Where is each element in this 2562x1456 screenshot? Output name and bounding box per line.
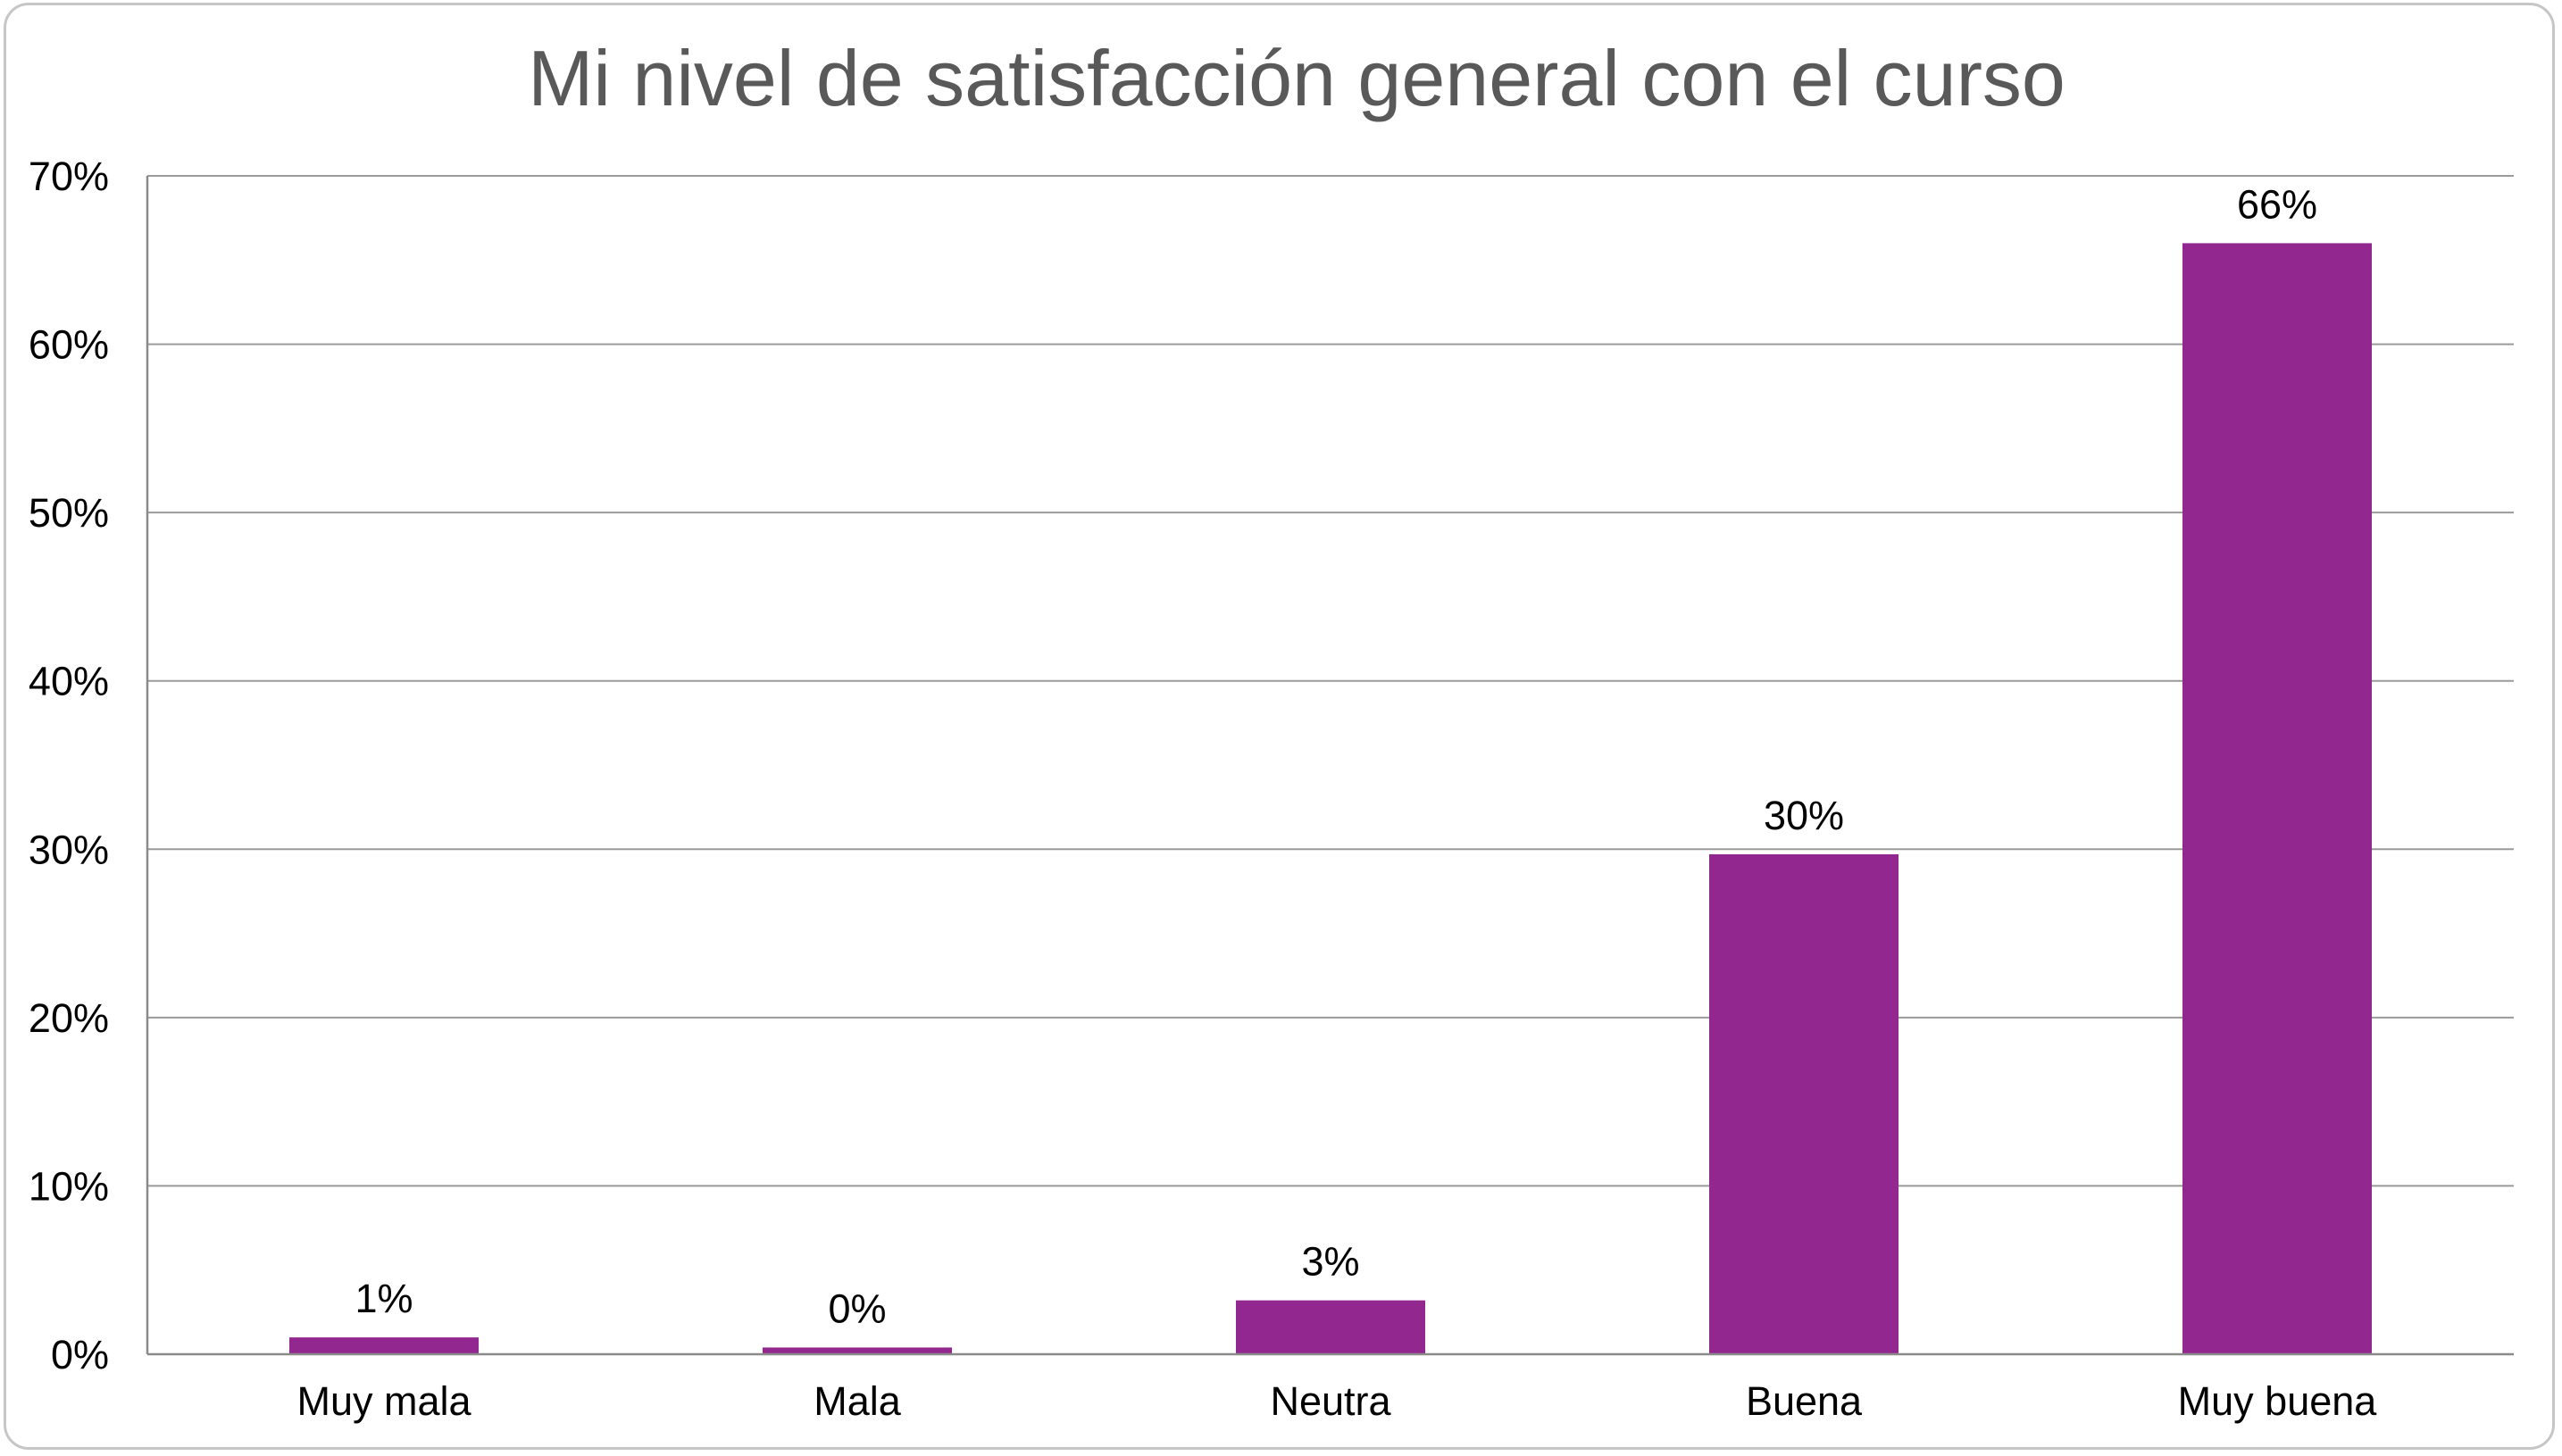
data-label: 1% <box>355 1276 413 1321</box>
chart-frame <box>4 3 2555 1450</box>
y-axis-ticks: 0% 10% 20% 30% 40% 50% 60% 70% <box>29 154 109 1377</box>
bar <box>1709 853 1899 1354</box>
y-tick-label: 0% <box>51 1332 109 1377</box>
y-tick-label: 10% <box>29 1163 109 1209</box>
y-tick-label: 20% <box>29 995 109 1041</box>
bars <box>289 243 2372 1354</box>
axes <box>146 176 2514 1356</box>
y-tick-label: 70% <box>29 154 109 199</box>
bar <box>763 1347 952 1354</box>
bar <box>289 1337 479 1354</box>
y-tick-label: 30% <box>29 827 109 872</box>
data-label: 30% <box>1764 793 1844 838</box>
data-labels: 1% 0% 3% 30% 66% <box>355 181 2317 1331</box>
y-tick-label: 40% <box>29 659 109 704</box>
bar <box>2182 243 2372 1354</box>
x-axis-ticks: Muy mala Mala Neutra Buena Muy buena <box>296 1378 2377 1424</box>
gridlines <box>147 175 2514 1187</box>
x-tick-label: Neutra <box>1270 1378 1391 1424</box>
x-tick-label: Muy mala <box>296 1378 472 1424</box>
bar <box>1236 1300 1425 1354</box>
y-tick-label: 50% <box>29 490 109 536</box>
x-tick-label: Mala <box>814 1378 902 1424</box>
data-label: 66% <box>2237 181 2317 227</box>
y-tick-label: 60% <box>29 322 109 368</box>
data-label: 0% <box>828 1285 886 1331</box>
x-tick-label: Buena <box>1746 1378 1863 1424</box>
x-tick-label: Muy buena <box>2178 1378 2378 1424</box>
data-label: 3% <box>1301 1239 1359 1285</box>
chart-title: Mi nivel de satisfacción general con el … <box>528 34 2065 122</box>
